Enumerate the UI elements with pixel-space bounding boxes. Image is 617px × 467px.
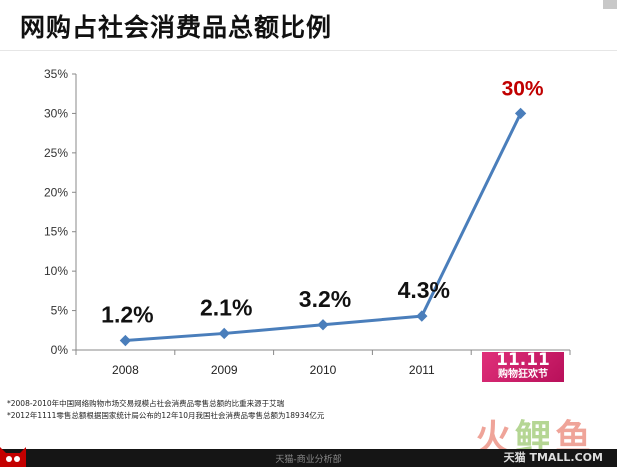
y-tick-label: 5% [51,304,69,318]
header-divider [0,50,617,51]
footer-bar [0,449,617,467]
y-tick-label: 35% [44,67,68,81]
festival-logo-number: 11.11 [496,352,550,370]
page-title: 网购占社会消费品总额比例 [20,13,333,42]
festival-logo-text: 购物狂欢节 [498,369,548,380]
y-tick-label: 20% [44,185,68,199]
footnote-2: *2012年1111零售总额根据国家统计局公布的12年10月我国社会消费品零售总… [7,411,325,420]
y-tick-label: 25% [44,146,68,160]
double-eleven-logo: 11.11 购物狂欢节 [482,352,564,382]
y-tick-label: 30% [44,106,68,120]
data-point-marker [119,334,132,347]
tmall-site-mark: 天猫 TMALL.COM [503,451,603,464]
x-tick-label: 2009 [211,363,238,377]
data-label: 4.3% [398,277,450,303]
y-tick-label: 15% [44,225,68,239]
tmall-cat-icon [0,447,26,467]
line-chart: 0% 5% 10% 15% 20% 25% 30% 35% 2008 2009 2010 2011 1.… [44,67,571,377]
x-tick-label: 2010 [310,363,337,377]
footer-text: 天猫-商业分析部 [275,455,342,465]
y-tick-label: 0% [51,343,69,357]
data-point-marker [218,327,230,340]
y-tick-label: 10% [44,264,68,278]
corner-decoration [603,0,617,9]
footnote-1: *2008-2010年中国网络购物市场交易规模占社会消费品零售总额的比重来源于艾… [7,399,285,408]
x-tick-label: 2011 [409,363,435,377]
data-label: 3.2% [299,286,351,312]
footnotes: *2008-2010年中国网络购物市场交易规模占社会消费品零售总额的比重来源于艾… [7,398,324,422]
data-label: 1.2% [101,302,153,328]
data-point-marker [317,319,329,331]
data-point-marker [514,107,527,120]
data-label: 30% [502,77,544,100]
data-point-marker [416,310,428,322]
data-label: 2.1% [200,294,252,320]
x-tick-label: 2008 [112,363,139,377]
